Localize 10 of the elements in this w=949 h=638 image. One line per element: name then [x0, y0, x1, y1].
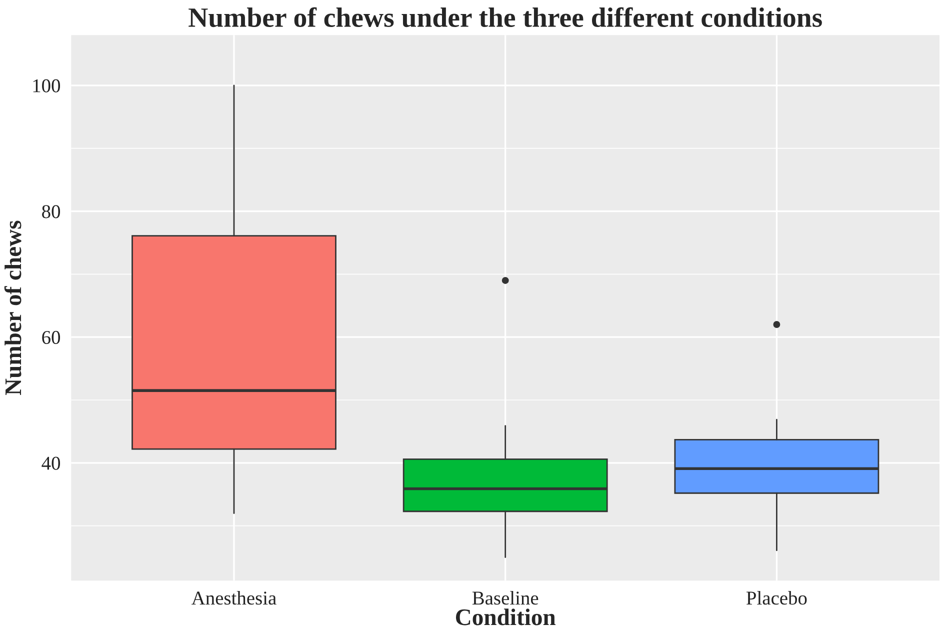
y-tick-label: 80 [42, 205, 60, 218]
y-axis-title: Number of chews [4, 220, 22, 396]
x-tick-label: Baseline [472, 590, 538, 605]
x-tick-label: Placebo [746, 590, 807, 605]
chart-title: Number of chews under the three different conditions [188, 7, 822, 28]
x-axis-title: Condition [456, 608, 556, 626]
y-tick-label: 100 [33, 79, 60, 92]
x-tick-label: Anesthesia [192, 590, 276, 605]
y-tick-label: 40 [42, 456, 60, 470]
y-tick-label: 60 [42, 330, 60, 344]
